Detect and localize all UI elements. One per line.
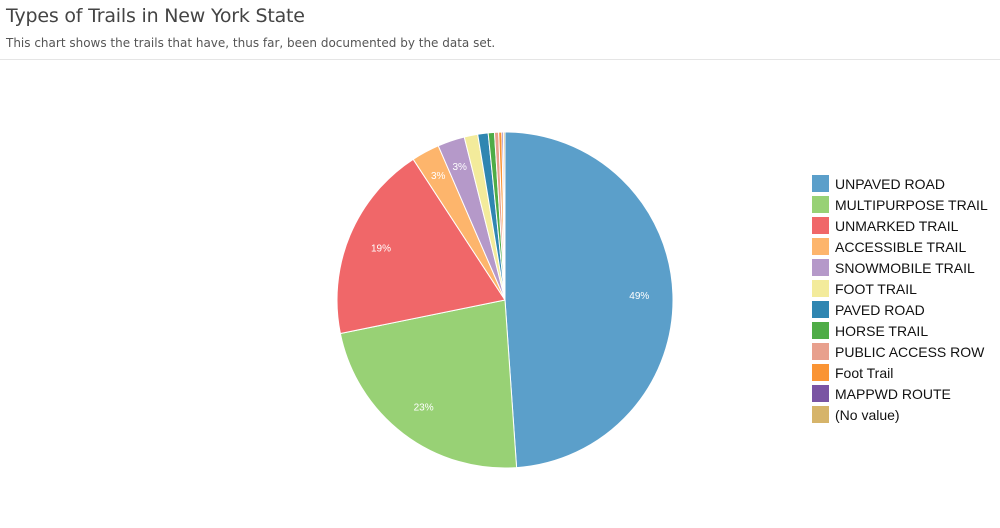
legend-item-mappwd-route[interactable]: MAPPWD ROUTE [812, 383, 988, 404]
legend-swatch [812, 322, 829, 339]
header-divider [0, 59, 1000, 60]
pie-slice-unpaved-road[interactable] [504, 131, 674, 469]
legend-label: PAVED ROAD [835, 301, 925, 318]
legend-swatch [812, 280, 829, 297]
legend-swatch [812, 301, 829, 318]
legend-item-unpaved-road[interactable]: UNPAVED ROAD [812, 173, 988, 194]
legend-swatch [812, 406, 829, 423]
legend-item-multipurpose-trail[interactable]: MULTIPURPOSE TRAIL [812, 194, 988, 215]
legend-label: SNOWMOBILE TRAIL [835, 259, 975, 276]
legend-item-snowmobile-trail[interactable]: SNOWMOBILE TRAIL [812, 257, 988, 278]
slice-label-unpaved-road: 49% [629, 291, 649, 302]
slice-label-snowmobile-trail: 3% [452, 162, 467, 173]
pie-chart: 49% 23% 19% 3% 3% [336, 131, 674, 469]
legend-item-no-value[interactable]: (No value) [812, 404, 988, 425]
pie-slice-multipurpose-trail[interactable] [339, 299, 518, 469]
legend-swatch [812, 259, 829, 276]
legend-swatch [812, 364, 829, 381]
legend-item-paved-road[interactable]: PAVED ROAD [812, 299, 988, 320]
slice-label-accessible-trail: 3% [431, 171, 446, 182]
legend-item-public-access-row[interactable]: PUBLIC ACCESS ROW [812, 341, 988, 362]
legend-label: FOOT TRAIL [835, 280, 917, 297]
legend-swatch [812, 385, 829, 402]
legend-label: MULTIPURPOSE TRAIL [835, 196, 988, 213]
legend-label: HORSE TRAIL [835, 322, 929, 339]
legend-item-foot-trail[interactable]: FOOT TRAIL [812, 278, 988, 299]
slice-label-unmarked-trail: 19% [371, 244, 391, 255]
legend-item-foot-trail[interactable]: Foot Trail [812, 362, 988, 383]
page-title: Types of Trails in New York State [6, 5, 305, 27]
legend-swatch [812, 175, 829, 192]
legend-label: Foot Trail [835, 364, 894, 381]
legend-swatch [812, 343, 829, 360]
legend-item-unmarked-trail[interactable]: UNMARKED TRAIL [812, 215, 988, 236]
legend-label: UNMARKED TRAIL [835, 217, 959, 234]
legend-swatch [812, 196, 829, 213]
legend-swatch [812, 217, 829, 234]
chart-legend: UNPAVED ROAD MULTIPURPOSE TRAIL UNMARKED T… [812, 173, 988, 425]
chart-area: 49% 23% 19% 3% 3% UNPAVED ROAD MULTIPURPOSE T… [0, 60, 1000, 528]
legend-label: (No value) [835, 406, 900, 423]
legend-item-horse-trail[interactable]: HORSE TRAIL [812, 320, 988, 341]
chart-header: Types of Trails in New York State This c… [6, 0, 996, 50]
page-subtitle: This chart shows the trails that have, t… [6, 36, 496, 50]
pie-slice-no-value[interactable] [502, 131, 506, 301]
legend-swatch [812, 238, 829, 255]
legend-label: MAPPWD ROUTE [835, 385, 951, 402]
legend-item-accessible-trail[interactable]: ACCESSIBLE TRAIL [812, 236, 988, 257]
legend-label: PUBLIC ACCESS ROW [835, 343, 985, 360]
pie-slice-unmarked-trail[interactable] [336, 158, 506, 335]
slice-label-multipurpose-trail: 23% [414, 402, 434, 413]
legend-label: UNPAVED ROAD [835, 175, 945, 192]
legend-label: ACCESSIBLE TRAIL [835, 238, 967, 255]
